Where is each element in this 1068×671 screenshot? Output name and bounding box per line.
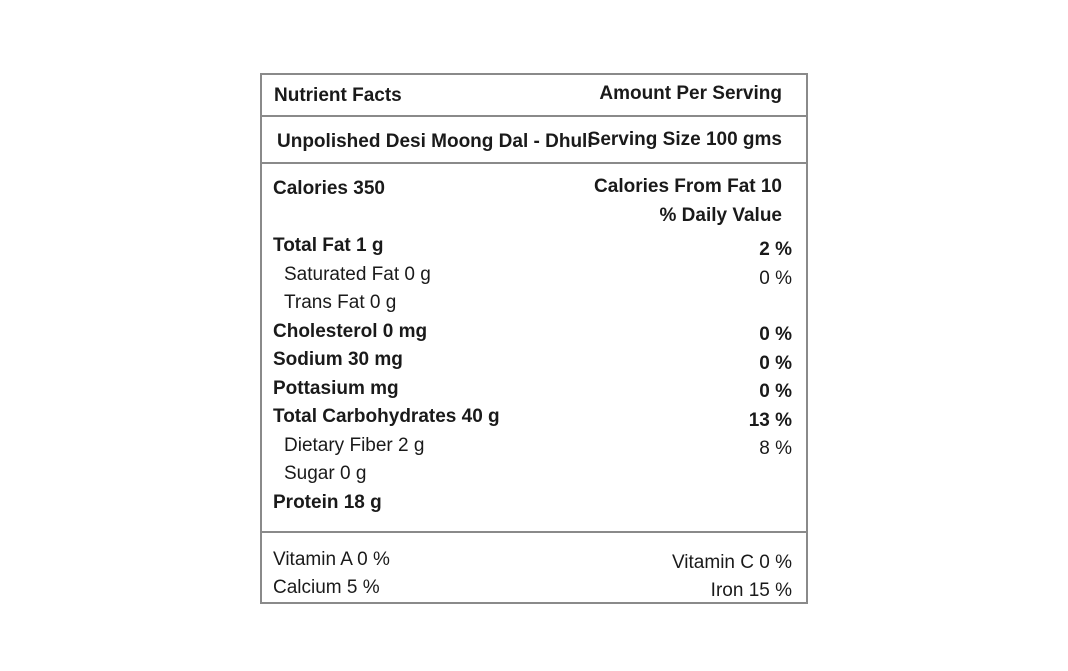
nutrition-facts-panel: Nutrient Facts Amount Per Serving Unpoli… (260, 73, 808, 604)
daily-value-header: % Daily Value (659, 205, 782, 226)
calories-from-fat: Calories From Fat 10 (594, 176, 782, 197)
product-name: Unpolished Desi Moong Dal - Dhuli (277, 131, 593, 152)
divider (262, 115, 806, 117)
nutrient-daily-value: 0 % (759, 381, 792, 402)
divider (262, 162, 806, 164)
amount-per-serving-heading: Amount Per Serving (599, 83, 782, 104)
nutrient-label: Sodium 30 mg (273, 349, 403, 370)
nutrient-label: Saturated Fat 0 g (284, 264, 431, 285)
vitamin-c: Vitamin C 0 % (671, 552, 792, 573)
nutrient-daily-value: 8 % (759, 438, 792, 459)
calories-label: Calories 350 (273, 178, 385, 199)
nutrient-label: Cholesterol 0 mg (273, 321, 428, 342)
nutrient-daily-value: 0 % (759, 353, 792, 374)
nutrient-facts-heading: Nutrient Facts (274, 85, 402, 106)
nutrient-label: Sugar 0 g (284, 463, 367, 484)
divider (262, 531, 806, 533)
nutrient-label: Pottasium mg (273, 378, 399, 399)
nutrient-daily-value: 13 % (748, 410, 792, 431)
iron: Iron 15 % (710, 580, 792, 601)
nutrient-daily-value: 0 % (759, 324, 792, 345)
nutrient-label: Total Carbohydrates 40 g (273, 406, 500, 427)
calcium: Calcium 5 % (273, 577, 380, 598)
nutrient-label: Trans Fat 0 g (284, 292, 397, 313)
nutrient-label: Dietary Fiber 2 g (284, 435, 425, 456)
nutrient-label: Total Fat 1 g (273, 235, 384, 256)
serving-size: Serving Size 100 gms (587, 129, 782, 150)
nutrient-daily-value: 2 % (759, 239, 792, 260)
nutrient-daily-value: 0 % (759, 268, 792, 289)
nutrient-label: Protein 18 g (273, 492, 382, 513)
vitamin-a: Vitamin A 0 % (273, 549, 390, 570)
